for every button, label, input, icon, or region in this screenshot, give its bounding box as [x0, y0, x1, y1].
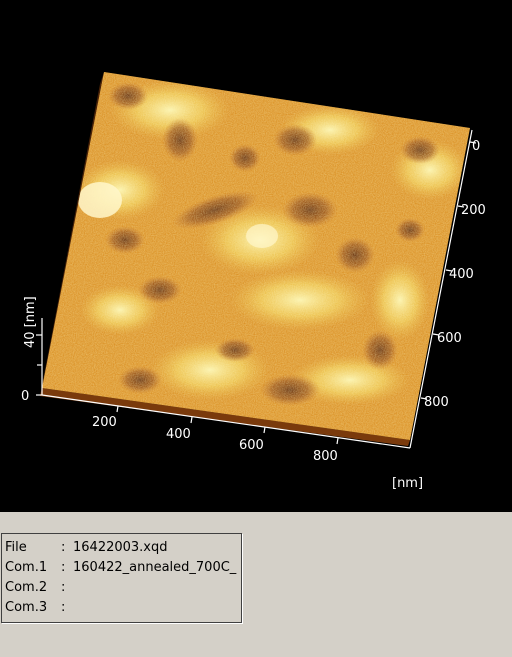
y-tick-label-0: 0 [472, 139, 480, 154]
file-info-box: File:16422003.xqd Com.1:160422_annealed_… [1, 533, 242, 623]
afm-3d-view: 40 [nm] 0 200 400 600 800 0 200 400 600 … [0, 0, 512, 512]
file-info-panel: File:16422003.xqd Com.1:160422_annealed_… [0, 512, 512, 657]
y-tick-label-200: 200 [461, 203, 486, 218]
x-tick-label-800: 800 [313, 449, 338, 464]
info-value: 16422003.xqd [73, 540, 168, 555]
info-key: Com.3 [5, 598, 61, 618]
info-separator: : [61, 598, 73, 618]
y-tick-label-600: 600 [437, 331, 462, 346]
y-tick-label-400: 400 [449, 267, 474, 282]
info-row-com3: Com.3: [5, 598, 73, 618]
x-tick-label-400: 400 [166, 427, 191, 442]
info-key: File [5, 538, 61, 558]
info-separator: : [61, 558, 73, 578]
info-key: Com.2 [5, 578, 61, 598]
info-value: 160422_annealed_700C_ [73, 560, 236, 575]
info-row-file: File:16422003.xqd [5, 538, 168, 558]
z-scale-label: 40 [nm] [23, 296, 38, 348]
surface-topography [0, 0, 512, 512]
afm-surface-render: 40 [nm] 0 200 400 600 800 0 200 400 600 … [0, 0, 512, 512]
y-tick-label-800: 800 [424, 395, 449, 410]
x-tick-label-600: 600 [239, 438, 264, 453]
xy-unit-label: [nm] [392, 476, 423, 491]
info-row-com1: Com.1:160422_annealed_700C_ [5, 558, 236, 578]
z-zero-label: 0 [21, 389, 29, 404]
x-tick-label-200: 200 [92, 415, 117, 430]
info-separator: : [61, 578, 73, 598]
info-row-com2: Com.2: [5, 578, 73, 598]
info-key: Com.1 [5, 558, 61, 578]
info-separator: : [61, 538, 73, 558]
